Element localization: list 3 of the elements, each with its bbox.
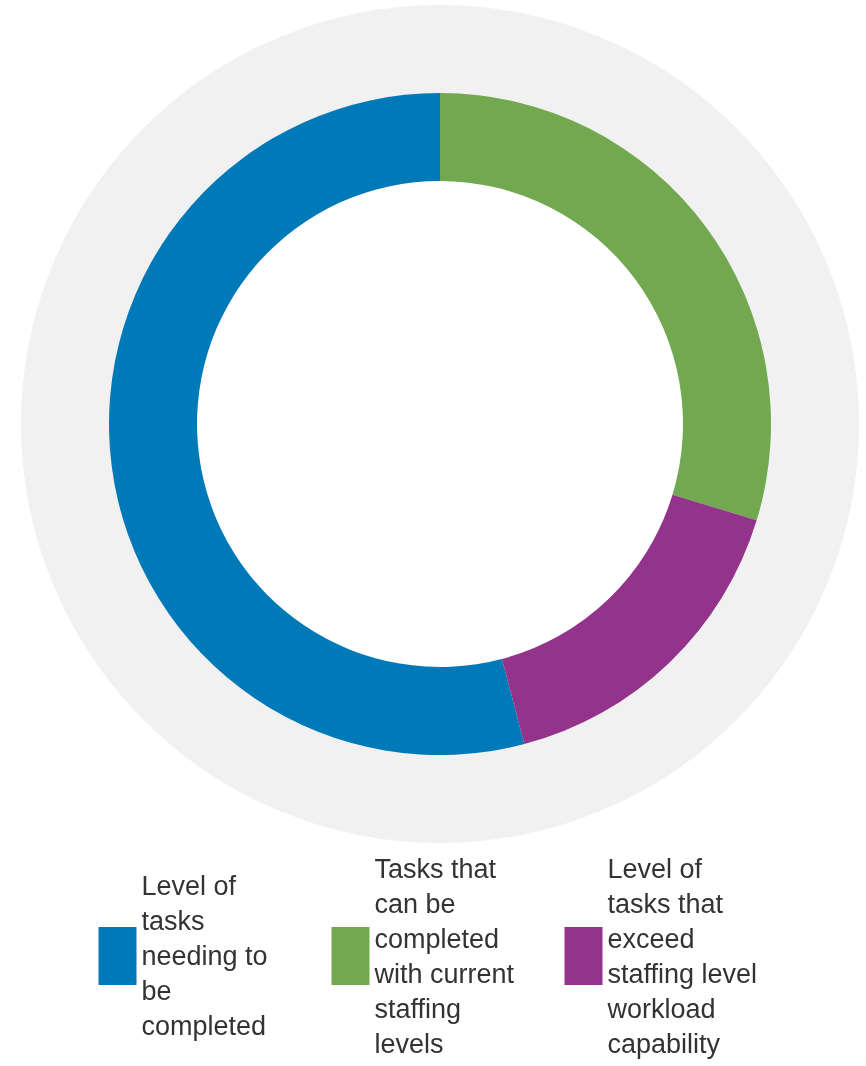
legend-label: Level of tasks needing to be completed: [141, 871, 276, 1041]
legend-label: Tasks that can be completed with current staffing levels: [373, 853, 522, 1059]
legend-label: Level of tasks that exceed staffing level workload capability: [606, 853, 765, 1059]
